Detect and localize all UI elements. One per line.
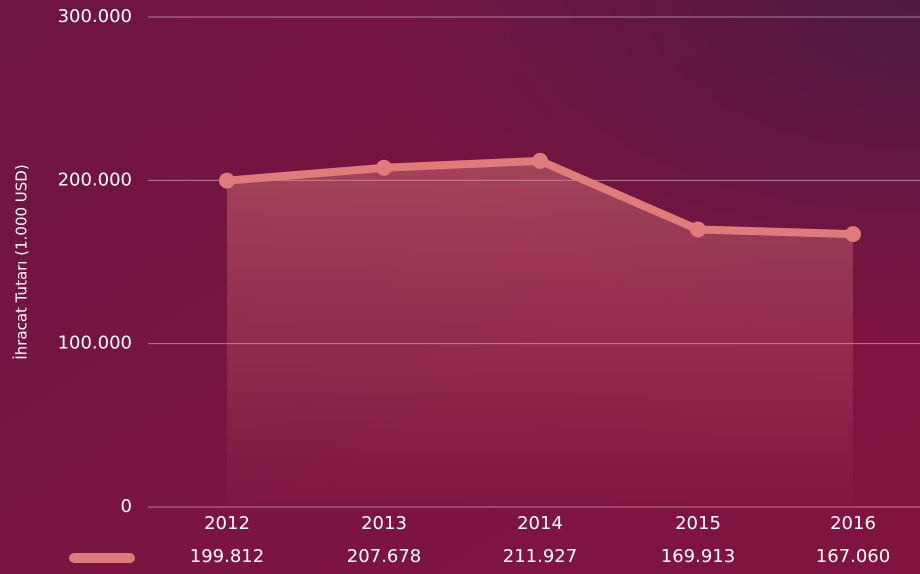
x-tick-label: 2012 (204, 513, 250, 534)
point (219, 172, 235, 189)
x-tick-label: 2014 (517, 513, 563, 534)
x-tick-label: 2016 (830, 513, 876, 534)
point (376, 159, 392, 176)
y-tick-label: 100.000 (58, 333, 132, 354)
value-label: 169.913 (661, 546, 735, 567)
x-tick-label: 2013 (361, 513, 407, 534)
point (845, 226, 861, 243)
area (227, 160, 853, 507)
value-label: 211.927 (503, 546, 577, 567)
y-axis-title: İhracat Tutarı (1.000 USD) (12, 164, 31, 359)
y-tick-label: 0 (121, 496, 132, 517)
point (690, 221, 706, 238)
point (532, 152, 548, 169)
x-tick-label: 2015 (675, 513, 721, 534)
value-label: 199.812 (190, 546, 264, 567)
value-label: 167.060 (816, 546, 890, 567)
y-tick-label: 200.000 (58, 169, 132, 190)
value-label: 207.678 (347, 546, 421, 567)
y-tick-label: 300.000 (58, 6, 132, 27)
